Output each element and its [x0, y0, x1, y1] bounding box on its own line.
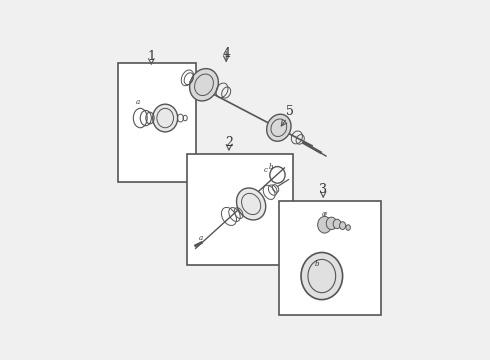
Text: a: a	[198, 234, 202, 242]
Ellipse shape	[237, 188, 266, 220]
Text: 2: 2	[225, 135, 233, 149]
Ellipse shape	[153, 104, 178, 132]
Text: 1: 1	[147, 50, 155, 63]
Ellipse shape	[267, 114, 291, 141]
Ellipse shape	[333, 219, 341, 229]
Text: c: c	[264, 166, 268, 174]
Bar	[118, 63, 196, 182]
Text: a: a	[322, 211, 327, 216]
Ellipse shape	[340, 222, 345, 229]
Bar	[279, 201, 381, 315]
Text: b: b	[269, 163, 273, 171]
Text: a: a	[136, 98, 140, 106]
Text: 5: 5	[286, 105, 294, 118]
Bar	[187, 154, 293, 265]
Text: 3: 3	[319, 183, 327, 195]
Ellipse shape	[318, 216, 332, 233]
Text: b: b	[315, 260, 319, 268]
Ellipse shape	[190, 69, 219, 101]
Text: 4: 4	[222, 48, 230, 60]
Text: a: a	[322, 211, 326, 219]
Ellipse shape	[326, 217, 337, 230]
Ellipse shape	[346, 225, 350, 230]
Ellipse shape	[301, 252, 343, 300]
